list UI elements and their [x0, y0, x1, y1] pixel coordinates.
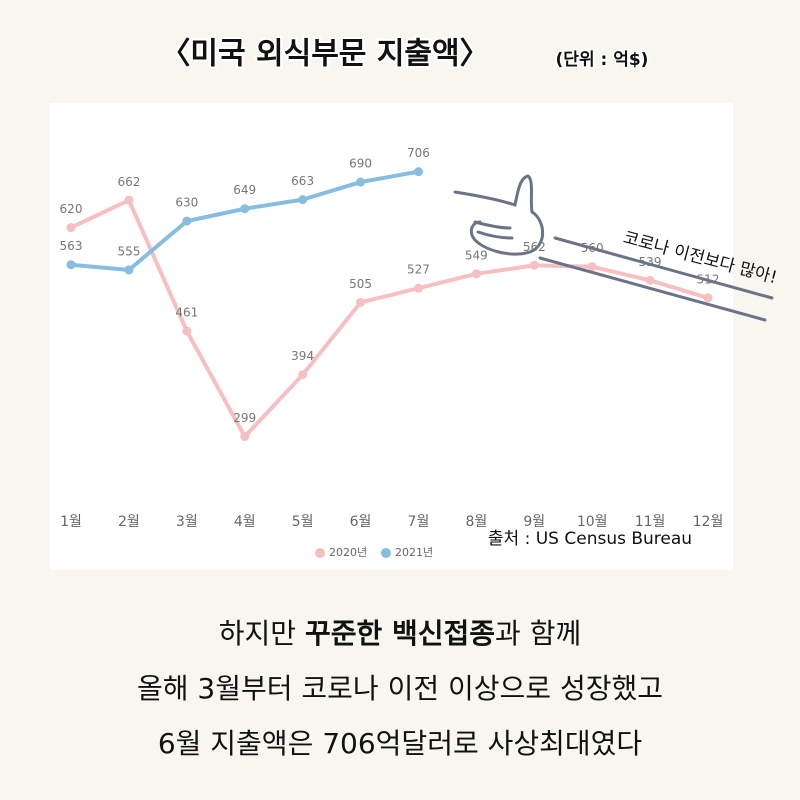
legend-label: 2020년	[329, 546, 367, 559]
data-label: 299	[233, 411, 256, 425]
data-point	[298, 195, 308, 205]
data-point	[298, 370, 308, 380]
x-tick-label: 7월	[408, 514, 430, 530]
data-label: 662	[117, 175, 140, 189]
x-tick-label: 9월	[523, 514, 545, 530]
x-tick-label: 11월	[635, 514, 666, 530]
x-tick-label: 10월	[577, 514, 608, 530]
data-point	[645, 275, 655, 285]
caption-text: 과 함께	[495, 617, 581, 650]
x-tick-label: 1월	[60, 514, 82, 530]
data-point	[240, 432, 250, 442]
data-point	[471, 269, 481, 279]
highlight-line	[553, 236, 774, 300]
data-label: 663	[291, 174, 314, 188]
data-point	[182, 216, 192, 226]
x-tick-label: 6월	[350, 514, 372, 530]
data-point	[413, 283, 423, 293]
data-point	[66, 260, 76, 270]
data-label: 649	[233, 183, 256, 197]
x-tick-label: 8월	[465, 514, 487, 530]
data-label: 630	[175, 196, 198, 210]
data-label: 690	[349, 157, 372, 171]
legend-label: 2021년	[395, 546, 433, 559]
caption-line: 올해 3월부터 코로나 이전 이상으로 성장했고	[137, 672, 663, 705]
chart-subtitle: (단위 : 억$)	[556, 50, 649, 70]
chart-title: 〈미국 외식부문 지출액〉	[160, 37, 489, 72]
data-point	[356, 297, 366, 307]
x-tick-label: 12월	[693, 514, 724, 530]
caption-bold: 꾸준한 백신접종	[305, 617, 495, 650]
data-label: 563	[60, 239, 83, 253]
source: 출처 : US Census Bureau	[488, 529, 692, 549]
legend-swatch	[381, 548, 391, 558]
data-point	[356, 177, 366, 187]
pointing-hand	[453, 174, 774, 322]
hand-fingers	[473, 220, 514, 240]
data-point	[703, 293, 713, 303]
caption-line: 하지만 꾸준한 백신접종과 함께	[219, 617, 581, 650]
chart-card	[50, 103, 733, 570]
highlight-line	[538, 256, 767, 322]
x-tick-label: 5월	[292, 514, 314, 530]
data-label: 527	[407, 263, 430, 277]
legend-swatch	[315, 548, 325, 558]
data-point	[529, 260, 539, 270]
data-label: 461	[175, 306, 198, 320]
data-label: 706	[407, 146, 430, 160]
data-point	[124, 195, 134, 205]
caption-text: 하지만	[219, 617, 305, 650]
data-label: 620	[60, 202, 83, 216]
data-label: 394	[291, 349, 314, 363]
series-line	[70, 198, 709, 439]
x-tick-label: 2월	[118, 514, 140, 530]
data-point	[413, 167, 423, 177]
data-point	[124, 265, 134, 275]
x-tick-label: 4월	[234, 514, 256, 530]
plot: 1월 2월 3월 4월 5월 6월 7월 8월 9월 10월 11월 12월 620 662 461 299 3…	[60, 146, 724, 559]
data-point	[240, 204, 250, 214]
data-point	[66, 223, 76, 233]
x-tick-label: 3월	[176, 514, 198, 530]
data-label: 555	[117, 244, 140, 258]
data-label: 505	[349, 277, 372, 291]
data-label: 549	[465, 248, 488, 262]
hand-outline	[453, 174, 545, 256]
data-point	[182, 326, 192, 336]
data-point	[587, 262, 597, 272]
caption-line: 6월 지출액은 706억달러로 사상최대였다	[158, 727, 642, 760]
